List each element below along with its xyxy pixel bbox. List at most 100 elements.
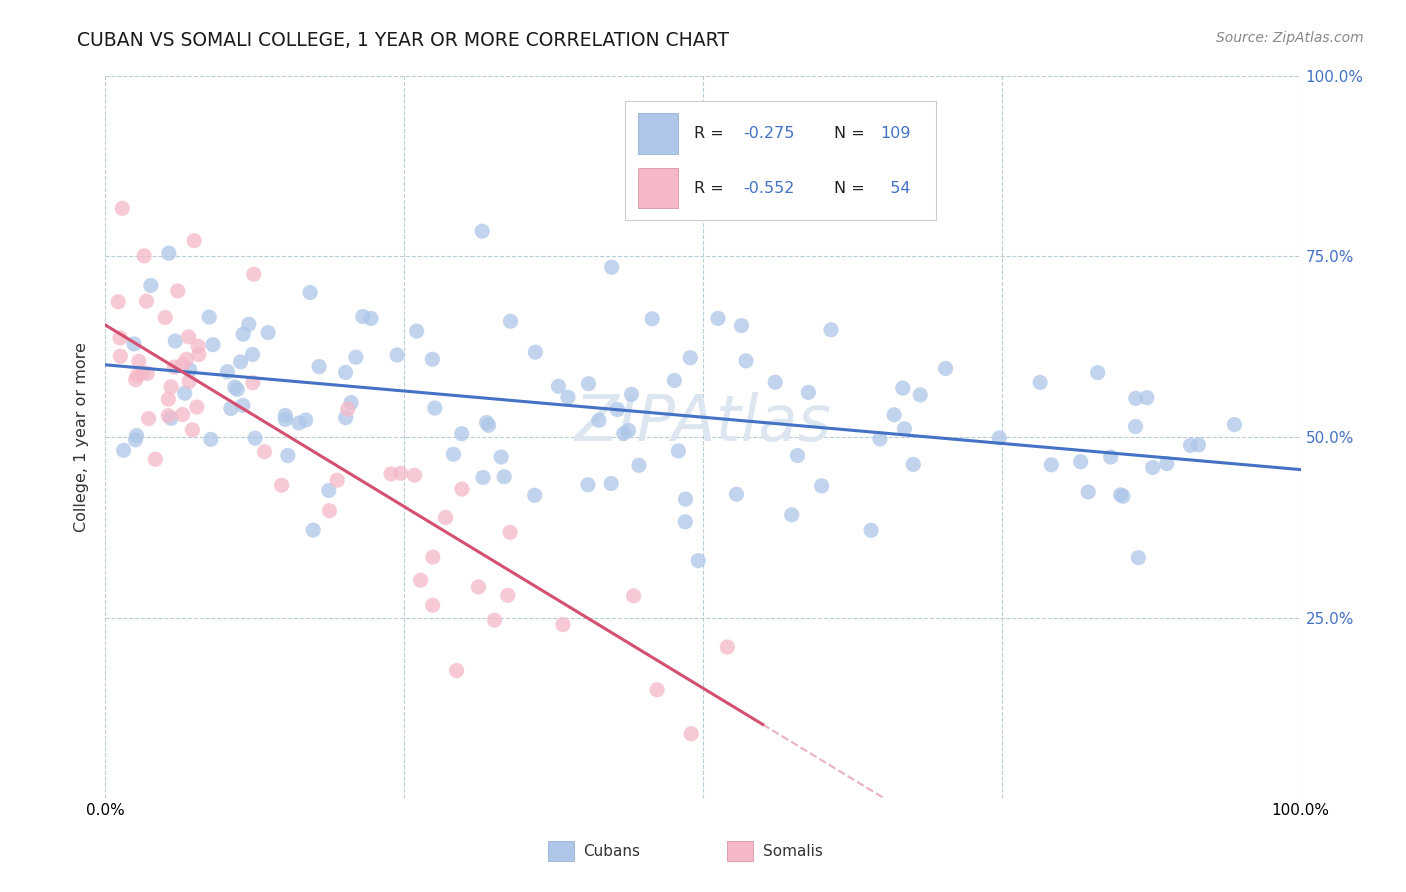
- Point: [183, 234, 205, 248]
- Point: [253, 444, 276, 458]
- Point: [666, 444, 689, 458]
- Point: [600, 260, 623, 275]
- Point: [641, 311, 664, 326]
- Point: [360, 311, 382, 326]
- Point: [179, 363, 201, 377]
- Point: [136, 367, 159, 381]
- Point: [232, 398, 254, 412]
- Point: [797, 385, 820, 400]
- Point: [673, 515, 696, 529]
- Point: [935, 361, 957, 376]
- Point: [551, 617, 574, 632]
- Point: [143, 452, 166, 467]
- Point: [217, 365, 239, 379]
- Point: [763, 375, 786, 389]
- Point: [110, 349, 132, 363]
- Point: [735, 354, 758, 368]
- Point: [681, 727, 703, 741]
- Point: [219, 401, 242, 416]
- Point: [335, 410, 357, 425]
- Point: [484, 613, 506, 627]
- Point: [308, 359, 330, 374]
- Point: [645, 682, 668, 697]
- Point: [108, 331, 131, 345]
- Point: [1077, 485, 1099, 500]
- Point: [675, 492, 697, 507]
- Point: [860, 523, 883, 537]
- Point: [344, 351, 367, 365]
- Point: [277, 449, 299, 463]
- Point: [489, 450, 512, 464]
- Point: [176, 352, 198, 367]
- Point: [1029, 376, 1052, 390]
- Point: [172, 358, 194, 372]
- Text: Cubans: Cubans: [583, 844, 641, 859]
- Point: [128, 354, 150, 368]
- Point: [198, 310, 221, 324]
- Point: [187, 347, 209, 361]
- Point: [165, 334, 187, 348]
- Point: [422, 352, 444, 367]
- Point: [627, 458, 650, 473]
- Point: [1070, 455, 1092, 469]
- Point: [780, 508, 803, 522]
- Point: [1142, 460, 1164, 475]
- Point: [869, 432, 891, 446]
- Point: [1187, 438, 1209, 452]
- Point: [1125, 392, 1147, 406]
- Point: [578, 376, 600, 391]
- Point: [229, 355, 252, 369]
- Point: [157, 392, 180, 407]
- Point: [157, 246, 180, 260]
- Point: [664, 373, 686, 387]
- Point: [163, 360, 186, 375]
- Point: [157, 409, 180, 423]
- Text: CUBAN VS SOMALI COLLEGE, 1 YEAR OR MORE CORRELATION CHART: CUBAN VS SOMALI COLLEGE, 1 YEAR OR MORE …: [77, 31, 730, 50]
- Point: [274, 412, 297, 426]
- Point: [547, 379, 569, 393]
- Point: [181, 423, 204, 437]
- Point: [588, 413, 610, 427]
- Point: [422, 599, 444, 613]
- Point: [623, 589, 645, 603]
- Point: [336, 402, 359, 417]
- Point: [883, 408, 905, 422]
- Point: [1040, 458, 1063, 472]
- Text: Source: ZipAtlas.com: Source: ZipAtlas.com: [1216, 31, 1364, 45]
- Point: [404, 468, 426, 483]
- Point: [238, 318, 260, 332]
- Point: [450, 426, 472, 441]
- Point: [294, 413, 316, 427]
- Point: [903, 458, 925, 472]
- Point: [226, 383, 249, 397]
- Point: [557, 390, 579, 404]
- Point: [318, 504, 340, 518]
- Point: [1109, 488, 1132, 502]
- Point: [200, 433, 222, 447]
- Point: [810, 479, 832, 493]
- Point: [173, 386, 195, 401]
- Point: [446, 664, 468, 678]
- Point: [893, 422, 915, 436]
- Point: [786, 449, 808, 463]
- Point: [335, 366, 357, 380]
- Point: [112, 443, 135, 458]
- Point: [134, 249, 156, 263]
- Point: [1223, 417, 1246, 432]
- Point: [135, 294, 157, 309]
- Point: [620, 387, 643, 401]
- Point: [257, 326, 280, 340]
- Point: [187, 339, 209, 353]
- Y-axis label: College, 1 year or more: College, 1 year or more: [75, 343, 90, 532]
- Point: [160, 380, 183, 394]
- Point: [499, 314, 522, 328]
- Bar: [727, 841, 754, 861]
- Point: [385, 348, 408, 362]
- Point: [475, 416, 498, 430]
- Point: [172, 408, 194, 422]
- Point: [124, 433, 146, 447]
- Point: [600, 476, 623, 491]
- Point: [326, 473, 349, 487]
- Point: [451, 482, 474, 496]
- Point: [1180, 438, 1202, 452]
